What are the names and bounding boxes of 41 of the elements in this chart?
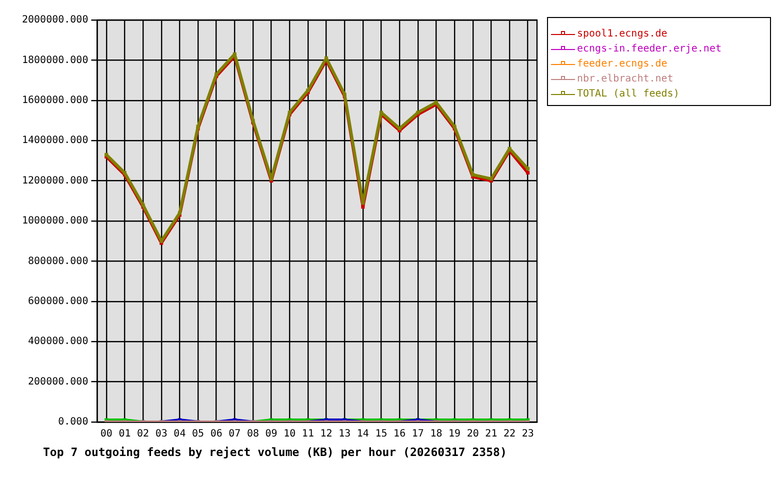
x-tick-label: 01: [118, 428, 131, 440]
x-tick-label: 21: [485, 428, 498, 440]
x-tick-label: 22: [503, 428, 516, 440]
x-tick-label: 14: [356, 428, 369, 440]
x-tick-label: 06: [210, 428, 222, 440]
y-tick-label: 1400000.000: [22, 135, 88, 146]
x-tick-label: 12: [320, 428, 332, 440]
y-tick-label: 0.000: [58, 416, 88, 428]
x-tick-label: 23: [522, 428, 534, 440]
y-tick-label: 400000.000: [28, 336, 88, 348]
x-tick-label: 15: [375, 428, 388, 440]
x-tick-label: 19: [448, 428, 461, 440]
x-tick-label: 10: [284, 428, 296, 440]
x-tick-label: 07: [228, 428, 241, 440]
x-tick-label: 13: [338, 428, 351, 440]
x-tick-label: 18: [430, 428, 442, 440]
x-tick-label: 05: [192, 428, 204, 440]
y-tick-label: 1600000.000: [22, 94, 88, 106]
x-tick-label: 03: [155, 428, 168, 440]
legend-label: spool1.ecngs.de: [577, 28, 668, 40]
y-tick-label: 800000.000: [28, 256, 88, 267]
x-tick-label: 11: [302, 428, 314, 440]
y-tick-label: 1800000.000: [22, 54, 88, 66]
x-tick-label: 17: [412, 428, 424, 440]
x-tick-label: 02: [137, 428, 150, 440]
y-tick-label: 2000000.000: [22, 14, 88, 26]
y-tick-label: 1000000.000: [22, 216, 88, 227]
legend-label: nbr.elbracht.net: [577, 74, 674, 85]
text: Top 7 outgoing feeds by reject volume (KB) per hour (20260317 2358): [43, 444, 507, 459]
y-tick-label: 1200000.000: [22, 175, 88, 186]
x-tick-label: 00: [100, 428, 112, 440]
x-tick-label: 16: [394, 428, 406, 440]
legend-label: feeder.ecngs.de: [577, 58, 668, 70]
y-tick-label: 200000.000: [28, 376, 88, 388]
x-tick-label: 09: [265, 428, 278, 440]
x-tick-label: 04: [174, 428, 186, 440]
legend-label: ecngs-in.feeder.erje.net: [577, 44, 722, 55]
legend-label: TOTAL (all feeds): [577, 88, 680, 100]
x-tick-label: 20: [466, 428, 479, 440]
x-tick-label: 08: [246, 428, 259, 440]
y-tick-label: 600000.000: [28, 296, 88, 307]
